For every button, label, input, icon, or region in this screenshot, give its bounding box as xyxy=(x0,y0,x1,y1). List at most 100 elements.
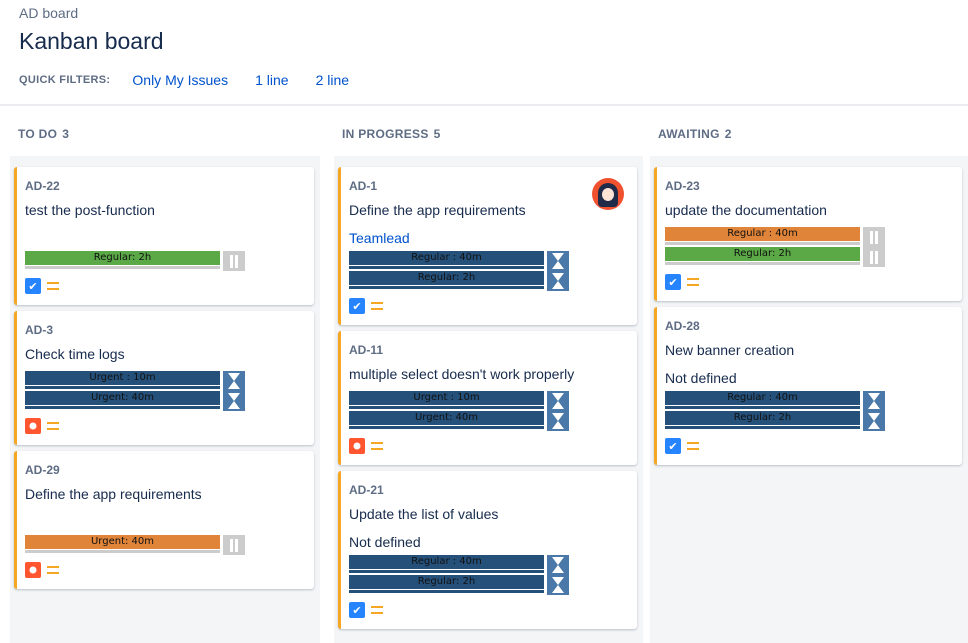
time-bar: Regular: 2h xyxy=(349,575,627,595)
issue-card[interactable]: AD-21 Update the list of values Not define… xyxy=(338,471,637,629)
issue-summary: Update the list of values xyxy=(349,506,499,522)
issue-label[interactable]: Teamlead xyxy=(349,230,410,246)
time-bar-progress xyxy=(665,406,860,409)
time-bars: Regular : 40m Regular: 2h xyxy=(349,555,627,595)
time-bars: Urgent: 40m xyxy=(25,535,304,555)
time-bar-progress xyxy=(665,262,860,265)
time-bars: Regular : 40m Regular: 2h xyxy=(349,251,627,291)
priority-medium-icon xyxy=(371,606,383,614)
column-count: 5 xyxy=(433,127,441,141)
time-bars: Regular : 40m Regular: 2h xyxy=(665,391,952,431)
time-bar: Urgent: 40m xyxy=(25,391,304,411)
time-bar-label: Urgent : 10m xyxy=(349,391,544,405)
issue-key[interactable]: AD-1 xyxy=(349,179,378,193)
column-header: IN PROGRESS 5 xyxy=(334,106,643,156)
issue-key[interactable]: AD-23 xyxy=(665,179,700,193)
time-bar-progress xyxy=(349,570,544,573)
time-bar-label: Urgent : 10m xyxy=(25,371,220,385)
priority-medium-icon xyxy=(687,278,699,286)
issue-key[interactable]: AD-21 xyxy=(349,483,384,497)
pause-icon[interactable] xyxy=(863,247,885,267)
time-bar: Regular : 40m xyxy=(349,555,627,575)
time-bar: Regular : 40m xyxy=(665,227,952,247)
issue-card[interactable]: AD-28 New banner creation Not defined Regul… xyxy=(654,307,962,465)
story-checkbox-icon: ✔ xyxy=(665,438,681,454)
bug-icon xyxy=(349,438,365,454)
issue-key[interactable]: AD-29 xyxy=(25,463,60,477)
time-bar: Urgent : 10m xyxy=(25,371,304,391)
time-bar-label: Regular : 40m xyxy=(665,391,860,405)
priority-medium-icon xyxy=(371,442,383,450)
column-header: TO DO 3 xyxy=(10,106,320,156)
column-count: 2 xyxy=(724,127,732,141)
issue-card[interactable]: AD-22 test the post-function Regular: 2h ✔ xyxy=(14,167,314,305)
time-bar-progress xyxy=(25,386,220,389)
time-bar: Regular: 2h xyxy=(25,251,304,271)
hourglass-icon[interactable] xyxy=(547,411,569,431)
time-bar-progress xyxy=(349,406,544,409)
column-title: AWAITING xyxy=(658,127,720,141)
priority-medium-icon xyxy=(687,442,699,450)
story-checkbox-icon: ✔ xyxy=(25,278,41,294)
pause-icon[interactable] xyxy=(223,251,245,271)
issue-label xyxy=(25,230,304,250)
issue-key[interactable]: AD-3 xyxy=(25,323,54,337)
column-body: AD-1 Define the app requirements Teamlead R… xyxy=(334,156,643,643)
time-bar: Regular: 2h xyxy=(349,271,627,291)
hourglass-icon[interactable] xyxy=(547,391,569,411)
hourglass-icon[interactable] xyxy=(547,575,569,595)
hourglass-icon[interactable] xyxy=(223,371,245,391)
hourglass-icon[interactable] xyxy=(547,555,569,575)
hourglass-icon[interactable] xyxy=(223,391,245,411)
time-bar-progress xyxy=(349,266,544,269)
filter-1-line[interactable]: 1 line xyxy=(255,72,289,88)
time-bars: Urgent : 10m Urgent: 40m xyxy=(349,391,627,431)
issue-key[interactable]: AD-28 xyxy=(665,319,700,333)
hourglass-icon[interactable] xyxy=(863,391,885,411)
hourglass-icon[interactable] xyxy=(547,251,569,271)
pause-icon[interactable] xyxy=(863,227,885,247)
time-bars: Regular: 2h xyxy=(25,251,304,271)
hourglass-icon[interactable] xyxy=(863,411,885,431)
breadcrumb[interactable]: AD board xyxy=(19,5,79,21)
filter-2-line[interactable]: 2 line xyxy=(315,72,350,88)
column-awaiting: AWAITING 2 AD-23 update the documentation Re… xyxy=(650,106,968,643)
issue-card[interactable]: AD-3 Check time logs Urgent : 10m Urgent: 4… xyxy=(14,311,314,445)
time-bar: Regular: 2h xyxy=(665,411,952,431)
time-bar-progress xyxy=(665,242,860,245)
story-checkbox-icon: ✔ xyxy=(665,274,681,290)
column-title: TO DO xyxy=(18,127,58,141)
issue-key[interactable]: AD-22 xyxy=(25,179,60,193)
filter-only-my-issues[interactable]: Only My Issues xyxy=(132,72,229,88)
issue-label: Not defined xyxy=(349,534,421,550)
time-bar: Regular : 40m xyxy=(665,391,952,411)
bug-icon xyxy=(25,418,41,434)
column-body: AD-22 test the post-function Regular: 2h ✔ A… xyxy=(10,156,320,643)
column-count: 3 xyxy=(62,127,70,141)
time-bars: Urgent : 10m Urgent: 40m xyxy=(25,371,304,411)
issue-key[interactable]: AD-11 xyxy=(349,343,384,357)
time-bar-label: Regular: 2h xyxy=(349,575,544,589)
time-bar-label: Urgent: 40m xyxy=(349,411,544,425)
time-bar-label: Regular: 2h xyxy=(665,411,860,425)
issue-card[interactable]: AD-29 Define the app requirements Urgent: … xyxy=(14,451,314,589)
issue-summary: test the post-function xyxy=(25,202,155,218)
story-checkbox-icon: ✔ xyxy=(349,298,365,314)
time-bar: Urgent : 10m xyxy=(349,391,627,411)
header-divider xyxy=(0,104,968,106)
issue-card[interactable]: AD-23 update the documentation Regular : 4… xyxy=(654,167,962,301)
issue-summary: Define the app requirements xyxy=(25,486,202,502)
hourglass-icon[interactable] xyxy=(547,271,569,291)
assignee-avatar[interactable] xyxy=(592,178,624,210)
column-in-progress: IN PROGRESS 5 AD-1 Define the app requireme… xyxy=(334,106,643,643)
time-bar-label: Urgent: 40m xyxy=(25,535,220,549)
issue-card[interactable]: AD-1 Define the app requirements Teamlead R… xyxy=(338,167,637,325)
time-bar: Urgent: 40m xyxy=(349,411,627,431)
pause-icon[interactable] xyxy=(223,535,245,555)
time-bar-label: Regular: 2h xyxy=(349,271,544,285)
issue-summary: Check time logs xyxy=(25,346,125,362)
issue-label: Not defined xyxy=(665,370,737,386)
story-checkbox-icon: ✔ xyxy=(349,602,365,618)
issue-card[interactable]: AD-11 multiple select doesn't work proper… xyxy=(338,331,637,465)
priority-medium-icon xyxy=(47,566,59,574)
